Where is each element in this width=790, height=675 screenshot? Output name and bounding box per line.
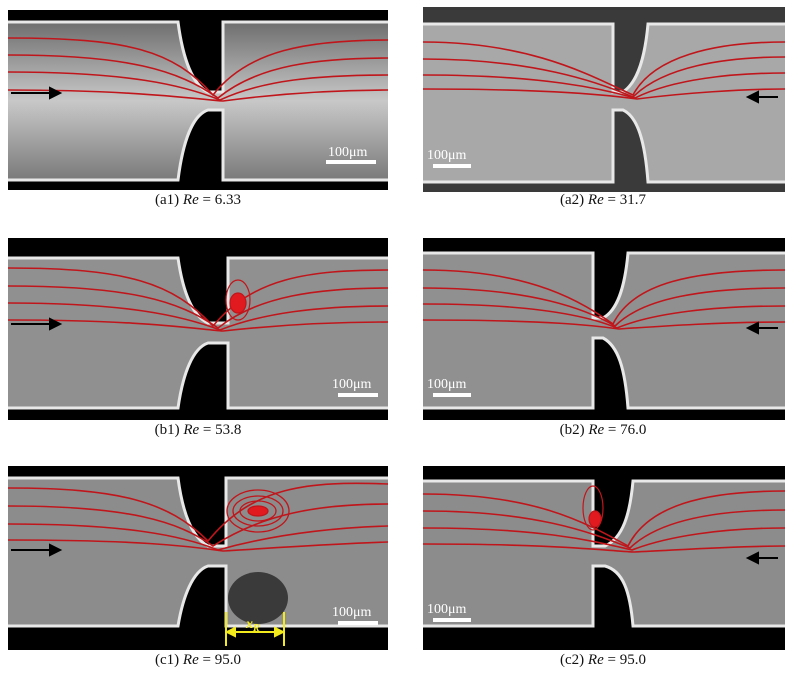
panel-a1: 100μm <box>8 10 388 190</box>
streamlines <box>423 490 785 553</box>
streamlines <box>423 269 785 330</box>
flow-arrow <box>745 321 778 335</box>
scale-bar: 100μm <box>427 148 471 168</box>
panel-c1: xR 100μm <box>8 466 388 650</box>
streamlines <box>8 267 388 332</box>
vortex <box>226 489 290 533</box>
panel-c2: 100μm <box>423 466 785 650</box>
channel-fluid <box>8 22 388 180</box>
panel-caption: (b1) Re = 53.8 <box>154 422 242 438</box>
panel-caption: (c2) Re = 95.0 <box>560 652 646 668</box>
svg-text:100μm: 100μm <box>427 148 467 163</box>
recirculation-zone <box>228 572 288 624</box>
channel-wall <box>423 251 785 410</box>
streamlines <box>423 41 785 100</box>
svg-text:xR: xR <box>245 617 260 634</box>
panel-caption: (a1) Re = 6.33 <box>155 192 241 208</box>
svg-text:100μm: 100μm <box>328 145 368 160</box>
flow-arrow <box>11 317 63 331</box>
scale-bar: 100μm <box>332 377 378 397</box>
svg-text:100μm: 100μm <box>332 377 372 392</box>
vortex <box>582 485 604 531</box>
scale-bar: 100μm <box>427 602 471 622</box>
channel-fluid <box>8 478 388 626</box>
channel-wall <box>8 476 388 628</box>
vortex <box>225 279 251 321</box>
flow-arrow <box>745 551 778 565</box>
channel-fluid <box>423 24 785 182</box>
streamlines <box>8 482 388 552</box>
svg-text:100μm: 100μm <box>332 605 372 620</box>
svg-text:100μm: 100μm <box>427 377 467 392</box>
svg-text:100μm: 100μm <box>427 602 467 617</box>
scale-bar: 100μm <box>326 145 376 164</box>
panel-caption: (b2) Re = 76.0 <box>559 422 647 438</box>
channel-wall <box>423 22 785 184</box>
flow-arrow <box>745 90 778 104</box>
panel-b2: 100μm <box>423 238 785 420</box>
scale-bar: 100μm <box>332 605 378 625</box>
channel-wall <box>423 479 785 628</box>
scale-bar: 100μm <box>427 377 471 397</box>
channel-fluid <box>423 253 785 408</box>
panel-caption: (c1) Re = 95.0 <box>155 652 241 668</box>
panel-a2: 100μm <box>423 7 785 192</box>
streamlines <box>8 37 388 102</box>
xr-annotation <box>224 612 286 646</box>
flow-arrow <box>11 86 63 100</box>
panel-caption: (a2) Re = 31.7 <box>560 192 646 208</box>
panel-b1: 100μm <box>8 238 388 420</box>
flow-arrow <box>11 543 63 557</box>
